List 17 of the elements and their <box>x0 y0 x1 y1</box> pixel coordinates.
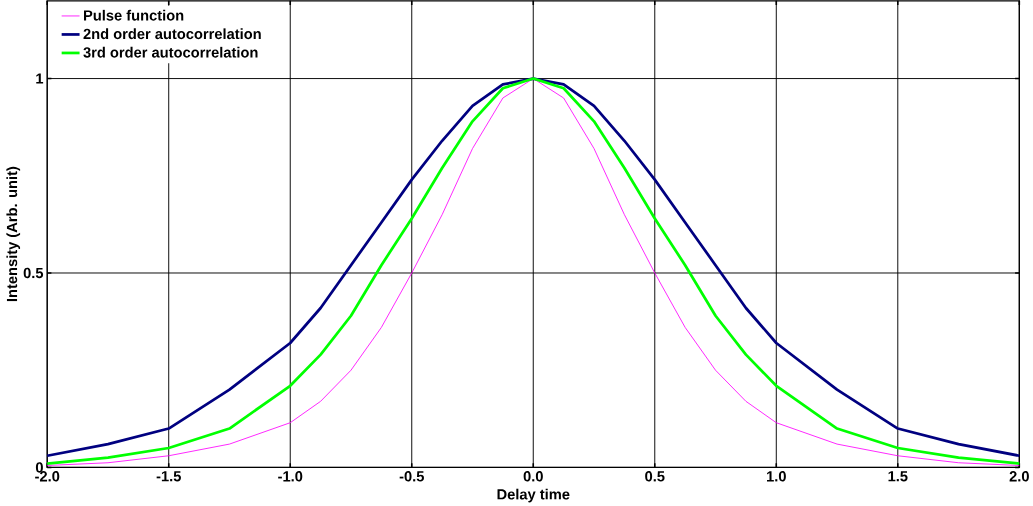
y-tick-label: 1 <box>36 73 44 84</box>
x-tick-label: -1.0 <box>278 471 303 482</box>
x-axis-title: Delay time <box>497 488 570 503</box>
x-tick-label: -0.5 <box>399 471 424 482</box>
y-axis-title: Intensity (Arb. unit) <box>6 166 21 302</box>
legend-label: Pulse function <box>84 9 184 21</box>
y-tick-label: 0 <box>35 462 43 473</box>
x-tick-label: 0.5 <box>645 471 665 482</box>
x-tick-label: -2.0 <box>35 471 60 482</box>
legend-label: 2nd order autocorrelation <box>83 28 261 40</box>
x-tick-label: -1.5 <box>156 471 181 482</box>
legend-label: 3rd order autocorrelation <box>83 46 258 58</box>
x-tick-label: 0.0 <box>523 471 543 482</box>
x-tick-label: 2.0 <box>1009 471 1029 482</box>
x-tick-label: 1.5 <box>888 471 908 482</box>
x-tick-label: 1.0 <box>767 471 786 482</box>
y-tick-label: 0.5 <box>23 267 44 279</box>
